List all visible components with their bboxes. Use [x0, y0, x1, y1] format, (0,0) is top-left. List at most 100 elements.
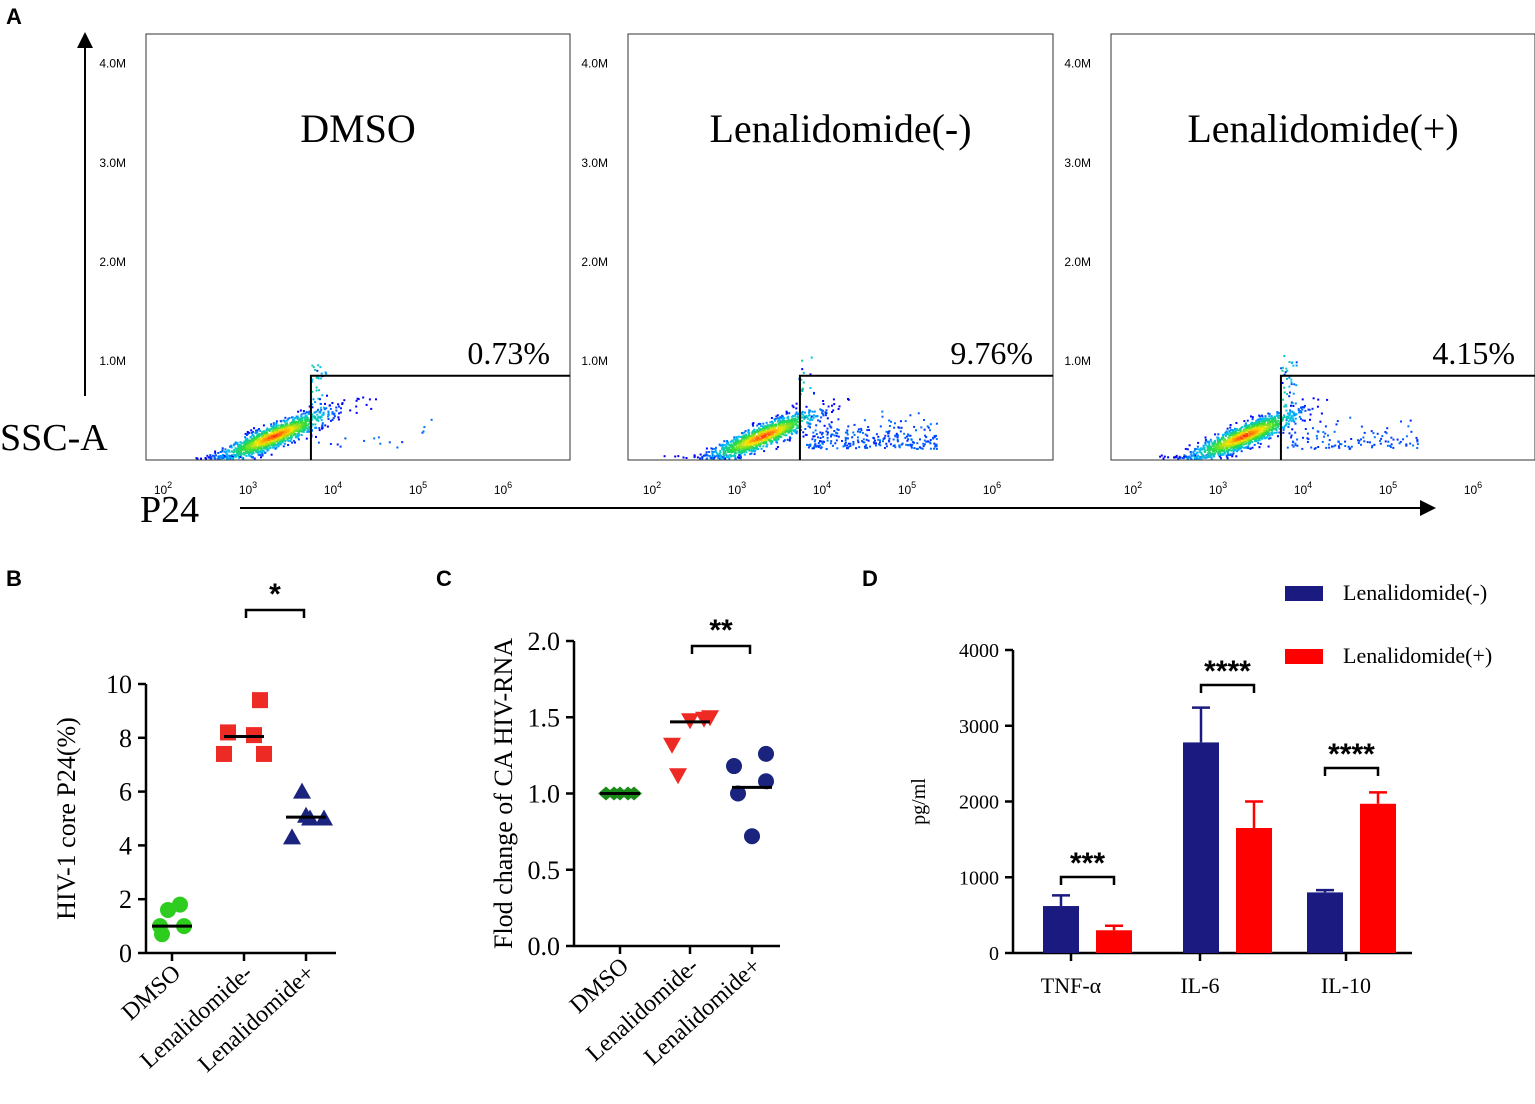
event-dot [252, 449, 255, 452]
event-dot [821, 412, 824, 415]
event-dot [879, 425, 882, 428]
event-dot [742, 443, 745, 446]
event-dot [741, 437, 744, 439]
event-dot [757, 435, 760, 438]
event-dot [1219, 450, 1222, 453]
event-dot [255, 429, 257, 432]
event-dot [808, 409, 811, 412]
event-dot [307, 429, 310, 432]
event-dot [783, 425, 786, 428]
event-dot [1251, 427, 1254, 430]
event-dot [421, 431, 424, 434]
event-dot [739, 457, 742, 460]
event-dot [270, 427, 273, 430]
event-dot [317, 376, 320, 379]
series-3 [726, 745, 774, 845]
event-dot [1271, 428, 1274, 431]
event-dot [1204, 441, 1207, 444]
event-dot [856, 439, 859, 442]
event-dot [1292, 419, 1295, 422]
event-dot [244, 444, 247, 447]
event-dot [253, 449, 256, 452]
event-dot [252, 456, 254, 459]
event-dot [832, 398, 835, 401]
y-tick-label: 4000 [959, 640, 999, 662]
event-dot [341, 403, 344, 405]
event-dot [762, 430, 765, 433]
event-dot [747, 443, 750, 445]
event-dot [802, 381, 805, 384]
event-dot [1294, 431, 1297, 434]
event-dot [845, 437, 847, 440]
event-dot [746, 448, 749, 451]
event-dot [231, 456, 234, 458]
event-dot [205, 457, 207, 460]
event-dot [731, 451, 734, 454]
event-dot [791, 404, 794, 407]
event-dot [1277, 417, 1280, 420]
event-dot [802, 416, 805, 419]
event-dot [1231, 436, 1234, 439]
event-dot [772, 436, 775, 439]
event-dot [1250, 436, 1253, 439]
event-dot [723, 444, 726, 447]
event-dot [743, 453, 746, 456]
event-dot [1303, 406, 1306, 409]
event-dot [275, 444, 277, 447]
event-dot [780, 421, 783, 424]
event-dot [267, 435, 270, 438]
event-dot [910, 438, 913, 441]
event-dot [1243, 440, 1246, 443]
event-dot [775, 439, 778, 442]
event-dot [916, 442, 919, 445]
event-dot [1278, 421, 1281, 424]
event-dot [723, 456, 726, 459]
event-dot [795, 411, 798, 414]
y-tick-label: 3.0M [99, 156, 126, 170]
event-dot [795, 402, 798, 405]
event-dot [1188, 444, 1191, 447]
event-dot [1263, 417, 1266, 420]
event-dot [1371, 444, 1374, 447]
event-dot [311, 403, 313, 406]
event-dot [279, 420, 282, 422]
event-dot [1286, 446, 1289, 449]
y-tick-label: 1000 [959, 867, 999, 889]
event-dot [898, 444, 901, 447]
event-dot [315, 376, 318, 379]
event-dot [1266, 426, 1269, 429]
x-tick-label: 105 [409, 480, 427, 497]
event-dot [1236, 436, 1238, 439]
event-dot [1292, 417, 1295, 420]
event-dot [1252, 422, 1255, 425]
event-dot [1296, 438, 1299, 441]
event-dot [1265, 419, 1268, 421]
event-dot [747, 439, 749, 442]
event-dot [327, 412, 330, 415]
event-dot [794, 413, 797, 416]
event-dot [287, 432, 290, 435]
event-dot [819, 437, 822, 439]
event-dot [1233, 449, 1236, 452]
event-dot [1270, 419, 1273, 422]
event-dot [248, 450, 251, 453]
event-dot [1292, 405, 1295, 407]
event-dot [282, 424, 285, 427]
event-dot [833, 434, 836, 437]
event-dot [237, 448, 240, 451]
event-dot [1389, 446, 1392, 449]
event-dot [867, 439, 870, 442]
event-dot [1231, 440, 1234, 443]
event-dot [290, 434, 293, 437]
flow-plot-title: Lenalidomide(-) [709, 106, 971, 151]
bar [1360, 803, 1396, 953]
event-dot [1205, 454, 1207, 457]
event-dot [734, 452, 737, 455]
event-dot [846, 437, 849, 440]
event-dot [1227, 443, 1230, 446]
event-dot [1243, 430, 1246, 432]
event-dot [1324, 432, 1327, 435]
event-dot [1362, 436, 1365, 439]
event-dot [1416, 439, 1419, 442]
